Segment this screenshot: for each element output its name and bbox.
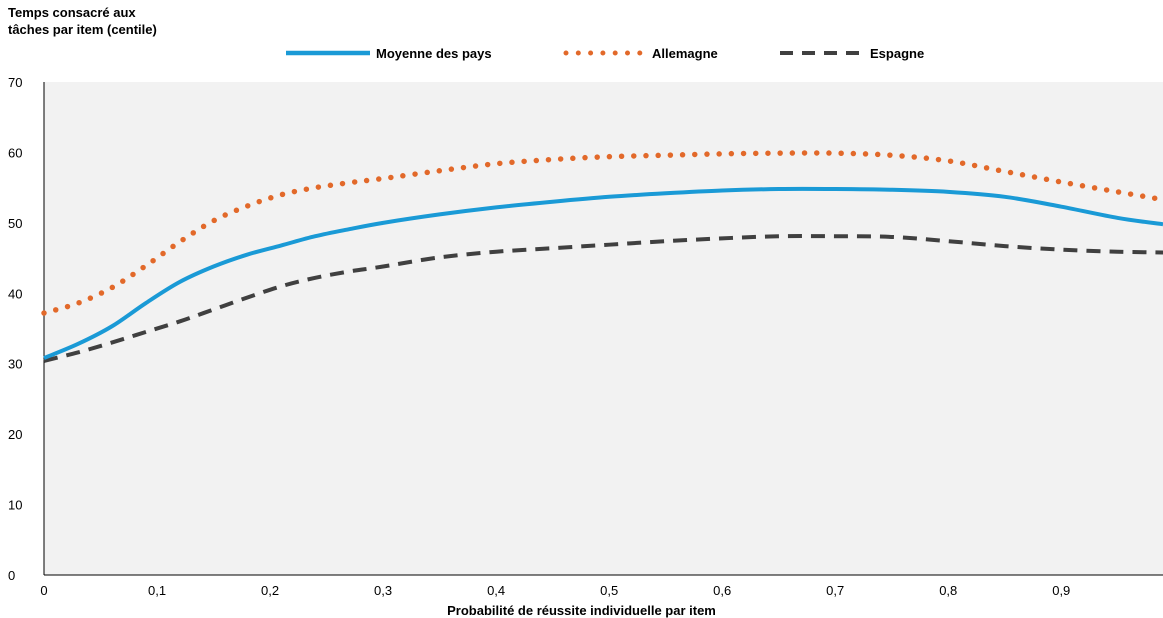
legend-item-moyenne: Moyenne des pays	[284, 38, 492, 68]
x-axis-title: Probabilité de réussite individuelle par…	[447, 603, 716, 618]
legend-swatch-solid	[286, 50, 370, 56]
plot-area	[44, 82, 1163, 575]
x-tick-label: 0,3	[374, 583, 392, 598]
y-tick-label: 70	[8, 75, 22, 90]
y-tick-label: 40	[8, 286, 22, 301]
x-tick-label: 0,4	[487, 583, 505, 598]
x-tick-label: 0,5	[600, 583, 618, 598]
x-tick-label: 0,1	[148, 583, 166, 598]
series-line-solid	[43, 186, 1163, 360]
y-axis-title-line-1: Temps consacré aux	[8, 5, 136, 20]
y-axis-title-line-2: tâches par item (centile)	[8, 22, 157, 37]
y-tick-label: 30	[8, 357, 22, 372]
legend-label-espagne: Espagne	[870, 45, 925, 61]
legend-swatch-dotted	[563, 50, 648, 56]
legend-label-allemagne: Allemagne	[652, 45, 718, 61]
series-line-dotted	[41, 150, 1163, 316]
y-tick-label: 50	[8, 216, 22, 231]
legend-label-moyenne: Moyenne des pays	[376, 45, 492, 61]
x-tick-label: 0,6	[713, 583, 731, 598]
legend: Moyenne des pays Allemagne Espagne	[0, 38, 1163, 68]
legend-item-espagne: Espagne	[778, 38, 924, 68]
legend-swatch-dashed	[780, 51, 864, 55]
x-tick-label: 0,9	[1052, 583, 1070, 598]
x-tick-label: 0	[40, 583, 47, 598]
y-tick-label: 0	[8, 568, 15, 583]
x-tick-label: 0,7	[826, 583, 844, 598]
y-tick-label: 20	[8, 427, 22, 442]
legend-item-allemagne: Allemagne	[562, 38, 718, 68]
y-tick-label: 10	[8, 498, 22, 513]
series-line-dashed	[43, 234, 1163, 363]
x-tick-label: 0,8	[939, 583, 957, 598]
y-tick-label: 60	[8, 145, 22, 160]
x-tick-label: 0,2	[261, 583, 279, 598]
y-axis-title: Temps consacré aux tâches par item (cent…	[8, 4, 228, 38]
